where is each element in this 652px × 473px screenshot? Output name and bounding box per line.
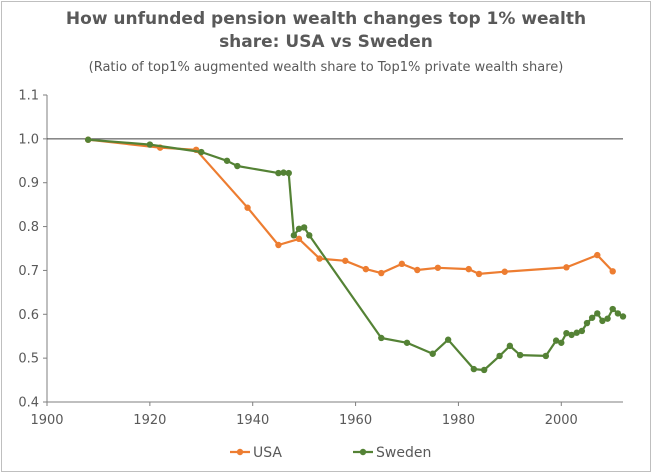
data-point-sweden: [480, 366, 488, 374]
data-point-sweden: [429, 350, 436, 357]
data-point-usa: [414, 266, 421, 274]
x-tick-label: 2000: [545, 413, 578, 428]
x-tick-label: 1960: [339, 413, 372, 428]
data-point-usa: [609, 268, 616, 275]
data-point-usa: [295, 235, 303, 243]
data-point-sweden: [588, 314, 596, 321]
data-point-sweden: [578, 327, 586, 335]
data-point-usa: [594, 251, 601, 259]
series-layer: [84, 136, 627, 374]
legend-marker-usa: [236, 448, 244, 456]
x-tick-label: 1940: [236, 413, 269, 428]
axes-layer: 0.4 0.5 0.6 0.7 0.8 0.9 1.0 1.1 1900 1920 1940 1960…: [18, 89, 623, 428]
data-point-sweden: [573, 329, 580, 336]
legend-marker-sweden: [359, 448, 367, 456]
legend-label-usa: USA: [253, 445, 282, 461]
y-tick-label: 1.0: [18, 132, 39, 147]
data-point-usa: [475, 270, 483, 278]
data-point-usa: [563, 264, 570, 271]
x-tick-label: 1900: [30, 413, 63, 428]
data-point-sweden: [146, 141, 154, 148]
data-point-sweden: [198, 148, 205, 156]
legend-item-usa: USA: [230, 445, 282, 461]
series-line-sweden: [88, 138, 624, 372]
data-point-sweden: [223, 157, 231, 164]
chart-title-line-1: How unfunded pension wealth changes top …: [65, 9, 587, 29]
data-point-sweden: [496, 352, 503, 360]
x-tick-label: 1980: [442, 413, 475, 428]
data-point-usa: [275, 241, 282, 249]
y-tick-label: 0.8: [18, 220, 39, 235]
series-line-usa: [87, 138, 614, 275]
data-point-usa: [465, 265, 472, 273]
chart-title-line-2: share: USA vs Sweden: [219, 32, 433, 52]
data-point-sweden: [290, 232, 298, 239]
data-point-sweden: [378, 334, 385, 342]
data-point-sweden: [285, 169, 292, 177]
data-point-usa: [378, 269, 385, 277]
y-tick-label: 1.1: [18, 89, 39, 104]
y-tick-label: 0.6: [18, 308, 39, 323]
data-point-sweden: [275, 169, 282, 177]
data-point-sweden: [280, 169, 287, 176]
data-point-usa: [362, 265, 370, 273]
data-point-usa: [501, 268, 508, 275]
data-point-sweden: [594, 310, 601, 317]
data-point-usa: [316, 255, 323, 262]
chart-title: How unfunded pension wealth changes top …: [0, 8, 652, 54]
data-point-sweden: [295, 225, 303, 232]
data-point-sweden: [444, 336, 452, 343]
chart-subtitle: (Ratio of top1% augmented wealth share t…: [88, 60, 564, 75]
data-point-sweden: [604, 315, 611, 322]
data-point-usa: [244, 204, 251, 211]
data-point-sweden: [542, 352, 550, 360]
data-point-usa: [434, 264, 442, 271]
data-point-sweden: [609, 305, 616, 313]
data-point-sweden: [470, 365, 478, 373]
data-point-sweden: [516, 351, 524, 359]
data-point-sweden: [84, 136, 92, 143]
series-usa: [84, 136, 616, 278]
data-point-sweden: [563, 329, 570, 337]
data-point-sweden: [568, 331, 575, 339]
legend-item-sweden: Sweden: [353, 445, 431, 461]
data-point-usa: [342, 257, 349, 264]
legend-label-sweden: Sweden: [376, 445, 431, 461]
data-point-sweden: [506, 342, 514, 350]
data-point-sweden: [300, 224, 308, 231]
legend: USA Sweden: [230, 445, 431, 461]
data-point-sweden: [614, 310, 622, 317]
y-tick-label: 0.5: [18, 352, 39, 367]
y-tick-label: 0.9: [18, 176, 39, 191]
data-point-sweden: [403, 339, 411, 346]
series-sweden: [84, 136, 627, 374]
data-point-usa: [398, 260, 406, 268]
y-tick-label: 0.4: [18, 396, 39, 411]
data-point-sweden: [558, 339, 565, 346]
data-point-sweden: [552, 337, 560, 344]
data-point-sweden: [306, 232, 313, 239]
x-tick-label: 1920: [133, 413, 166, 428]
data-point-sweden: [583, 319, 591, 327]
data-point-sweden: [234, 162, 241, 170]
data-point-sweden: [619, 313, 627, 320]
data-point-sweden: [599, 317, 606, 325]
y-tick-label: 0.7: [18, 264, 39, 279]
